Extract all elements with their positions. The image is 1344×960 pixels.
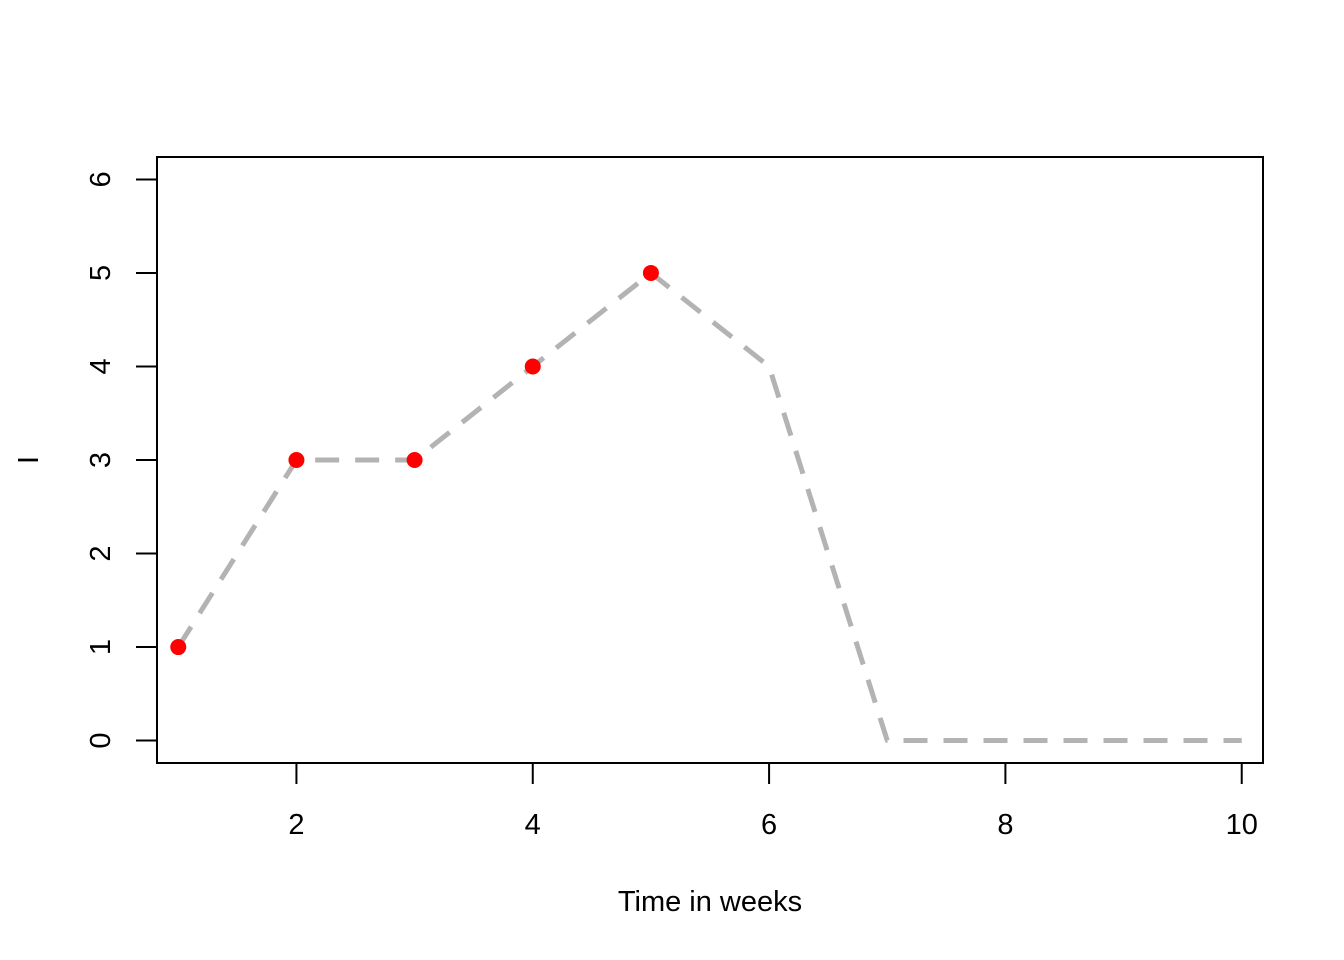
x-tick-label: 6 <box>761 809 777 841</box>
x-axis: 2 4 6 8 10 <box>288 762 1258 841</box>
dashed-series-line <box>176 270 1242 744</box>
x-tick-label: 4 <box>525 809 541 841</box>
y-axis: 0 1 2 3 4 5 6 <box>85 171 158 749</box>
y-tick-label: 4 <box>85 358 117 374</box>
x-tick-label: 10 <box>1226 809 1258 841</box>
x-tick-label: 2 <box>288 809 304 841</box>
x-tick-label: 8 <box>997 809 1013 841</box>
y-tick-label: 2 <box>85 545 117 561</box>
data-point <box>524 358 541 375</box>
y-tick-label: 1 <box>85 639 117 655</box>
series-layer <box>170 264 1242 744</box>
y-tick-label: 0 <box>85 732 117 748</box>
data-point <box>170 639 187 656</box>
data-point <box>288 452 305 468</box>
data-point <box>642 264 659 281</box>
y-tick-label: 3 <box>85 452 117 468</box>
y-tick-label: 5 <box>85 265 117 281</box>
x-axis-label: Time in weeks <box>618 886 802 918</box>
y-axis-label: I <box>13 456 45 464</box>
data-point <box>406 452 423 468</box>
y-tick-label: 6 <box>85 171 117 187</box>
